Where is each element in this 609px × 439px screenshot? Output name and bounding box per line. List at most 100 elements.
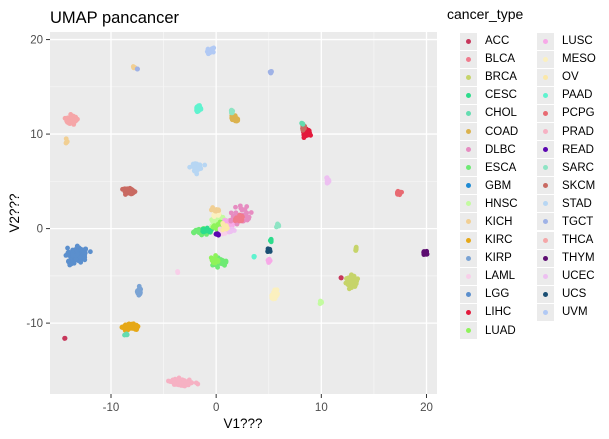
legend-label: LGG	[485, 288, 510, 301]
point-acc	[62, 335, 68, 341]
legend-swatch	[543, 74, 548, 80]
point-prad	[193, 380, 199, 386]
legend-key	[537, 104, 554, 122]
legend-key	[460, 249, 477, 267]
legend-swatch	[466, 291, 471, 297]
point-uvm	[207, 49, 213, 55]
point-paad	[195, 107, 201, 113]
legend-label: KIRP	[485, 252, 512, 265]
point-thca	[68, 112, 74, 117]
legend-key	[537, 195, 554, 213]
point-coad	[233, 116, 239, 121]
x-axis-label: V1???	[223, 416, 262, 431]
legend-key	[460, 50, 477, 68]
legend-swatch	[543, 129, 548, 135]
legend-item-gbm: GBM	[460, 177, 518, 195]
legend-key	[537, 285, 554, 303]
legend-label: UVM	[562, 306, 588, 319]
point-brca	[350, 275, 356, 281]
legend-key	[537, 213, 554, 231]
legend-key	[460, 123, 477, 141]
legend-label: HNSC	[485, 197, 518, 210]
point-brca	[349, 285, 354, 291]
legend-item-kirc: KIRC	[460, 231, 518, 249]
legend-item-uvm: UVM	[537, 303, 596, 321]
point-lgg	[77, 254, 83, 260]
point-kich	[210, 205, 216, 210]
legend-swatch	[543, 165, 548, 171]
x-tick-label: 20	[420, 402, 433, 414]
legend-swatch	[466, 147, 471, 153]
legend-key	[460, 195, 477, 213]
legend-item-ov: OV	[537, 68, 596, 86]
legend-item-laml: LAML	[460, 267, 518, 285]
legend-swatch	[466, 237, 471, 243]
legend-item-cesc: CESC	[460, 86, 518, 104]
legend-label: PAAD	[562, 89, 593, 102]
legend-item-lusc: LUSC	[537, 32, 596, 50]
point-brca	[344, 276, 349, 281]
legend-item-read: READ	[537, 141, 596, 159]
point-lgg	[65, 245, 70, 251]
legend-key	[537, 123, 554, 141]
legend-key	[460, 104, 477, 122]
legend-label: STAD	[562, 197, 592, 210]
y-axis-label: V2???	[7, 193, 22, 232]
legend-label: UCS	[562, 288, 587, 301]
point-stad	[202, 162, 208, 168]
point-dlbc	[233, 210, 239, 216]
point-pcpg	[394, 190, 400, 196]
legend-key	[460, 68, 477, 86]
legend-key	[460, 177, 477, 195]
legend-item-thca: THCA	[537, 231, 596, 249]
legend-swatch	[543, 291, 548, 297]
legend-label: CHOL	[485, 107, 517, 120]
legend-item-kich: KICH	[460, 213, 518, 231]
legend-swatch	[466, 273, 471, 279]
legend-label: SKCM	[562, 179, 596, 192]
point-lgg	[66, 258, 71, 264]
y-tick-label: 0	[37, 224, 43, 236]
legend-item-meso: MESO	[537, 50, 596, 68]
legend-label: THYM	[562, 252, 595, 265]
point-lihc	[301, 135, 307, 141]
legend-swatch	[466, 255, 471, 261]
point-acc	[338, 275, 344, 281]
legend-label: KIRC	[485, 234, 513, 247]
x-tick-label: -10	[103, 402, 120, 414]
legend-label: LUAD	[485, 324, 516, 337]
legend-title: cancer_type	[447, 6, 524, 22]
legend-label: GBM	[485, 179, 512, 192]
legend-swatch	[466, 183, 471, 189]
legend-key	[537, 32, 554, 50]
point-luad	[209, 257, 215, 263]
grid-minor	[50, 32, 437, 394]
point-lgg	[74, 243, 80, 249]
legend-item-paad: PAAD	[537, 86, 596, 104]
legend-swatch	[543, 110, 548, 116]
legend-item-blca: BLCA	[460, 50, 518, 68]
legend-swatch	[543, 38, 548, 44]
y-axis-ticks: -10 0 10 20	[26, 35, 50, 330]
legend-label: PCPG	[562, 107, 595, 120]
legend-swatch	[466, 56, 471, 62]
legend-key	[460, 86, 477, 104]
legend-label: CESC	[485, 89, 517, 102]
legend-key	[537, 267, 554, 285]
legend-swatch	[466, 92, 471, 98]
legend-label: LIHC	[485, 306, 512, 319]
point-chol	[124, 331, 129, 337]
legend-item-skcm: SKCM	[537, 177, 596, 195]
legend-swatch	[543, 183, 548, 189]
point-thym	[423, 251, 429, 257]
point-kirc	[125, 322, 131, 328]
legend-label: BLCA	[485, 53, 516, 66]
legend-key	[460, 159, 477, 177]
point-thca	[66, 119, 71, 124]
legend-swatch	[466, 309, 471, 315]
legend-item-hnsc: HNSC	[460, 195, 518, 213]
legend-swatch	[543, 92, 548, 98]
legend-label: THCA	[562, 234, 594, 247]
point-laml	[175, 269, 180, 274]
point-ucs	[265, 248, 271, 254]
